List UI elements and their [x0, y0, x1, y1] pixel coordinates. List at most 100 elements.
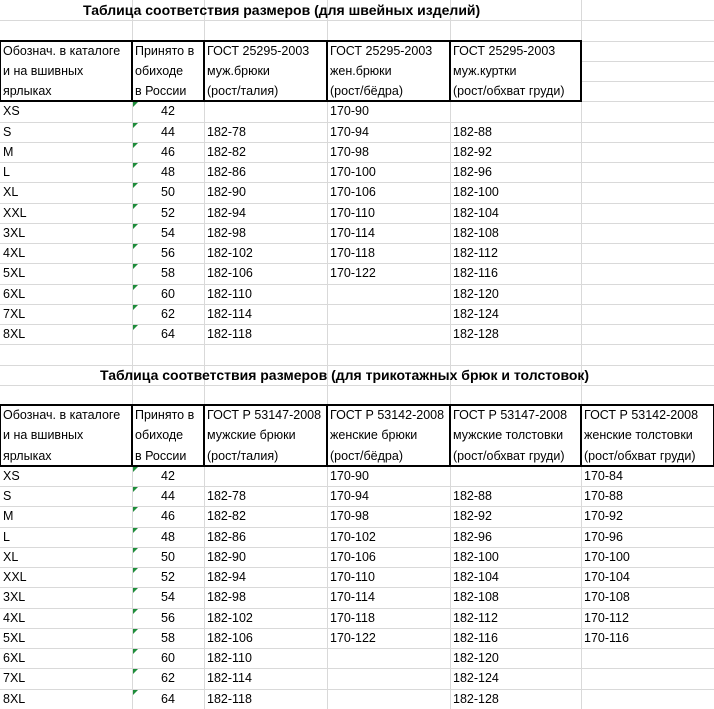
header-cell: (рост/обхват груди)	[453, 84, 565, 99]
table-cell: 182-114	[207, 671, 252, 686]
text-number-marker	[133, 588, 138, 594]
grid-line	[0, 506, 714, 508]
header-cell: (рост/обхват груди)	[584, 448, 696, 463]
header-cell: ГОСТ Р 53147-2008	[453, 408, 568, 423]
table-cell: 46	[161, 144, 175, 159]
table-cell: 182-120	[453, 286, 499, 301]
grid-line	[0, 526, 714, 528]
header-cell: мужские толстовки	[453, 428, 564, 443]
table-cell: 182-98	[207, 225, 246, 240]
table-cell: 170-88	[584, 489, 623, 504]
table-cell: 44	[161, 489, 175, 504]
header-border	[203, 404, 328, 467]
table-cell: 182-82	[207, 144, 246, 159]
header-cell: женские брюки	[330, 428, 418, 443]
table-cell: 48	[161, 165, 175, 180]
table-cell: 6XL	[3, 286, 26, 301]
table-cell: S	[3, 489, 12, 504]
table-cell: 182-94	[207, 205, 246, 220]
text-number-marker	[133, 669, 138, 675]
table-cell: M	[3, 509, 14, 524]
table-cell: 170-122	[330, 630, 376, 645]
table-cell: 170-108	[584, 590, 630, 605]
text-number-marker	[133, 142, 138, 148]
table-cell: XS	[3, 468, 20, 483]
header-cell: Обознач. в каталоге	[3, 408, 121, 423]
table-cell: 182-116	[453, 630, 498, 645]
table-cell: 7XL	[3, 306, 26, 321]
table-cell: 182-88	[453, 124, 492, 139]
table-cell: 182-110	[207, 651, 252, 666]
header-cell: (рост/талия)	[207, 84, 279, 99]
header-border	[449, 404, 582, 467]
table-cell: 58	[161, 630, 175, 645]
table-cell: 182-88	[453, 489, 492, 504]
header-cell: мужские брюки	[207, 428, 296, 443]
header-cell: ГОСТ Р 53142-2008	[584, 408, 699, 423]
header-cell: (рост/обхват груди)	[453, 448, 565, 463]
header-cell: и на вшивных	[3, 428, 84, 443]
header-border	[326, 39, 451, 103]
text-number-marker	[133, 325, 138, 331]
header-cell: ярлыках	[3, 84, 52, 99]
table-cell: 182-102	[207, 246, 253, 261]
header-border	[0, 39, 133, 103]
table-cell: 50	[161, 549, 175, 564]
table-cell: 182-94	[207, 570, 246, 585]
header-cell: жен.брюки	[330, 63, 392, 78]
text-number-marker	[133, 628, 138, 634]
text-number-marker	[133, 163, 138, 169]
table-cell: 42	[161, 104, 175, 119]
table-cell: 170-106	[330, 185, 376, 200]
grid-line	[0, 182, 714, 184]
table-cell: 182-106	[207, 266, 253, 281]
grid-line	[0, 243, 714, 245]
grid-line	[0, 567, 714, 569]
header-cell: женские толстовки	[584, 428, 693, 443]
text-number-marker	[133, 203, 138, 209]
header-border	[326, 404, 451, 467]
table-cell: XS	[3, 104, 20, 119]
text-number-marker	[133, 608, 138, 614]
header-cell: Принято в	[135, 408, 195, 423]
grid-line	[204, 0, 205, 709]
header-cell: (рост/талия)	[207, 448, 279, 463]
table-cell: 44	[161, 124, 175, 139]
table-cell: 182-86	[207, 165, 246, 180]
table-cell: 182-96	[453, 165, 492, 180]
grid-line	[450, 0, 451, 709]
table-cell: 50	[161, 185, 175, 200]
table-cell: 182-108	[453, 225, 499, 240]
table-cell: 182-86	[207, 529, 246, 544]
table-cell: 62	[161, 671, 175, 686]
table-cell: 182-78	[207, 124, 246, 139]
table-cell: L	[3, 165, 10, 180]
table-cell: 5XL	[3, 630, 26, 645]
table-cell: 58	[161, 266, 175, 281]
table-cell: 170-104	[584, 570, 630, 585]
table-cell: 8XL	[3, 327, 26, 342]
table-cell: 170-114	[330, 590, 375, 605]
header-cell: (рост/бёдра)	[330, 84, 403, 99]
table-cell: 56	[161, 610, 175, 625]
table-cell: 7XL	[3, 671, 26, 686]
table-cell: 3XL	[3, 590, 26, 605]
grid-line	[0, 486, 714, 488]
header-cell: ГОСТ Р 53147-2008	[207, 408, 322, 423]
table-cell: 54	[161, 590, 175, 605]
text-number-marker	[133, 284, 138, 290]
header-border	[449, 39, 582, 103]
table-cell: 170-102	[330, 529, 376, 544]
table-cell: XL	[3, 185, 19, 200]
table-cell: 3XL	[3, 225, 26, 240]
table-cell: 170-112	[584, 610, 629, 625]
table-cell: 170-110	[330, 570, 375, 585]
header-cell: обиходе	[135, 63, 184, 78]
header-cell: Принято в	[135, 43, 195, 58]
table-cell: 182-106	[207, 630, 253, 645]
grid-line	[0, 141, 714, 143]
table-cell: 170-118	[330, 610, 375, 625]
header-cell: ГОСТ Р 53142-2008	[330, 408, 445, 423]
table-cell: 52	[161, 205, 175, 220]
